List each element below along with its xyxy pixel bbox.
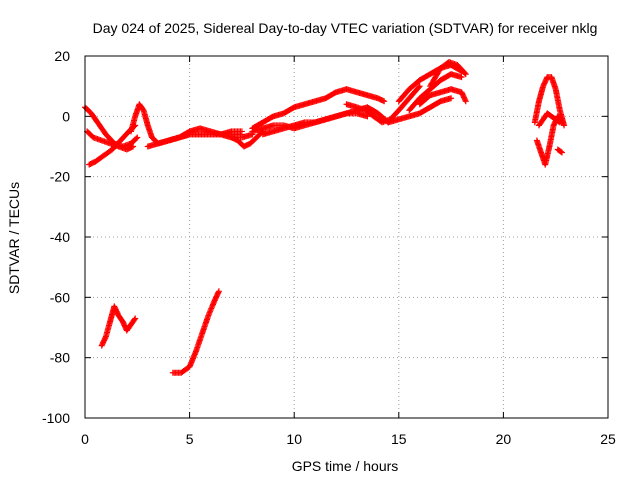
plot-frame — [84, 55, 609, 419]
series-markers — [343, 83, 423, 126]
series-arc-k — [343, 83, 423, 126]
series-arc-l — [385, 95, 455, 126]
series-markers — [427, 59, 469, 90]
x-tick-label: 20 — [496, 431, 512, 447]
series-markers — [416, 86, 469, 108]
x-tick-label: 5 — [186, 431, 194, 447]
series-arc-b — [84, 128, 137, 153]
series-markers — [385, 95, 455, 126]
series-arc-v — [169, 288, 222, 376]
series-markers — [165, 125, 245, 144]
y-tick-label: -80 — [50, 350, 70, 366]
series-arc-i — [249, 86, 388, 132]
series-markers — [531, 74, 568, 129]
series-arc-o — [416, 86, 469, 108]
series-arc-p — [427, 59, 469, 90]
y-tick-label: -20 — [50, 169, 70, 185]
x-tick-label: 25 — [600, 431, 616, 447]
series-markers — [406, 71, 465, 114]
y-tick-label: 0 — [62, 108, 70, 124]
series-arc-t — [554, 146, 565, 156]
y-axis-label: SDTVAR / TECUs — [6, 182, 22, 294]
x-axis-label: GPS time / hours — [292, 458, 399, 474]
series-arc-u — [98, 303, 139, 349]
data-points — [82, 59, 568, 376]
series-markers — [535, 110, 563, 129]
grid — [85, 56, 608, 418]
y-tick-label: -100 — [42, 410, 70, 426]
series-arc-f — [165, 125, 245, 144]
series-markers — [228, 128, 266, 150]
series-markers — [554, 146, 565, 156]
x-tick-label: 15 — [391, 431, 407, 447]
y-tick-label: 20 — [54, 48, 70, 64]
series-arc-n — [406, 71, 465, 114]
x-tick-label: 0 — [81, 431, 89, 447]
series-markers — [259, 110, 371, 138]
series-arc-s — [535, 110, 563, 129]
series-arc-q — [531, 74, 568, 129]
y-tick-label: -60 — [50, 289, 70, 305]
series-markers — [169, 288, 222, 376]
series-arc-j — [259, 110, 371, 138]
y-tick-label: -40 — [50, 229, 70, 245]
series-markers — [98, 303, 139, 349]
chart-title: Day 024 of 2025, Sidereal Day-to-day VTE… — [93, 20, 598, 36]
series-markers — [84, 128, 137, 153]
series-arc-g — [228, 128, 266, 150]
x-tick-label: 10 — [286, 431, 302, 447]
series-markers — [249, 86, 388, 132]
